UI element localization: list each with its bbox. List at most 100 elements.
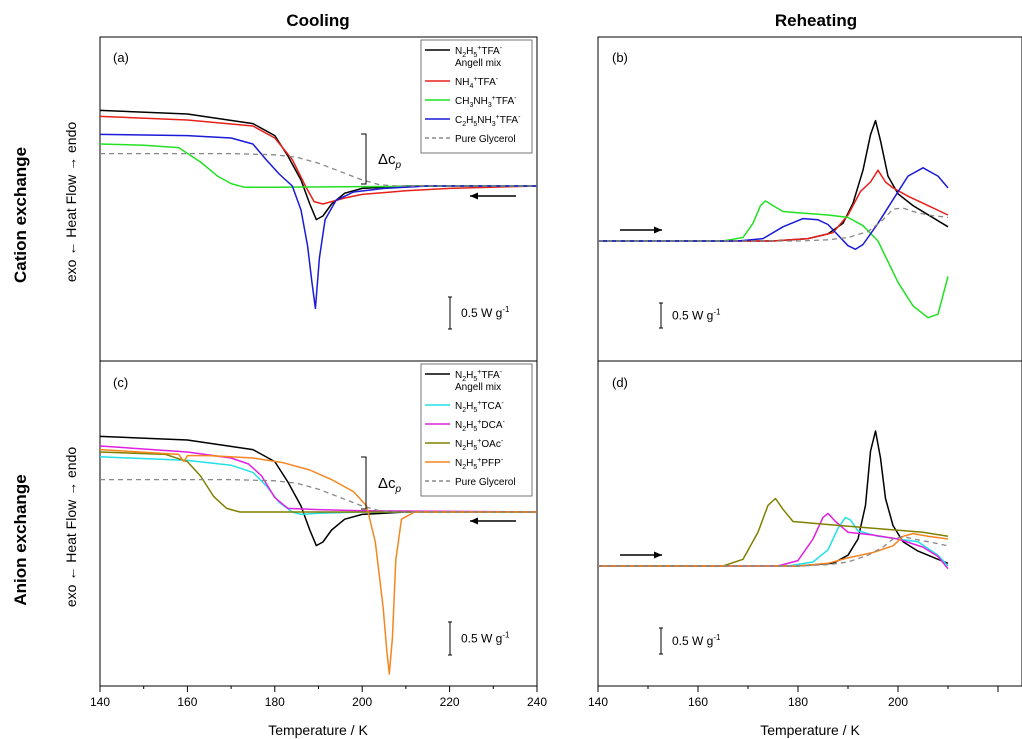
legend-label-part: TFA xyxy=(500,115,519,126)
legend-label-part: 3 xyxy=(469,102,473,109)
series-group xyxy=(598,119,949,319)
legend-label-part: NH xyxy=(477,115,491,126)
legend-label-part: TFA xyxy=(496,96,515,107)
series-line-n2h5-tfa-angell-mix xyxy=(598,430,949,567)
x-tick-label: 160 xyxy=(177,695,197,709)
series-group xyxy=(100,109,537,310)
legend-sublabel: Angell mix xyxy=(455,382,501,393)
legend-label-part: 2 xyxy=(462,407,466,414)
column-title-reheating: Reheating xyxy=(775,11,857,30)
legend-label-part: + xyxy=(492,95,496,102)
x-tick-label: 200 xyxy=(888,695,908,709)
legend-label: N2H5+TFA- xyxy=(455,45,503,59)
series-line-nh4-tfa- xyxy=(598,169,949,242)
legend-label: N2H5+OAc- xyxy=(455,438,504,452)
legend-sublabel: Angell mix xyxy=(455,58,501,69)
legend-label-part: 4 xyxy=(469,83,473,90)
scale-bar-unit-exponent: -1 xyxy=(713,308,721,317)
panel-c: 140 160 180 200 220 240(c)0.5 W g-1ΔcpN2H5+TF… xyxy=(90,360,547,709)
direction-arrow-head xyxy=(654,226,662,234)
x-tick-label: 180 xyxy=(788,695,808,709)
legend-label-part: + xyxy=(477,45,481,52)
panel-label: (d) xyxy=(612,375,628,390)
panel-label: (c) xyxy=(113,375,128,390)
legend-label: Pure Glycerol xyxy=(455,134,516,145)
series-line-c2h5nh3-tfa- xyxy=(598,167,949,251)
delta-cp-label: Δcp xyxy=(378,151,402,171)
legend-label-part: TFA xyxy=(481,46,500,57)
legend-label-part: - xyxy=(514,95,517,102)
legend-label-part: N xyxy=(455,420,462,431)
delta-cp-bracket xyxy=(361,133,367,185)
legend-label-part: 5 xyxy=(473,445,477,452)
scale-bar-label: 0.5 W g-1 xyxy=(461,631,510,646)
panel-d: 140 160 180 200 (d) 0.5 W g-1 xyxy=(588,360,1022,709)
legend-label-part: OAc xyxy=(481,439,500,450)
legend-label-part: 2 xyxy=(462,121,466,128)
delta-cp-subscript: p xyxy=(395,484,402,495)
row-title-cation: Cation exchange xyxy=(11,147,30,283)
x-axis-label-right: Temperature / K xyxy=(760,722,860,738)
legend-label: N2H5+TCA- xyxy=(455,400,504,414)
legend-label-part: + xyxy=(477,419,481,426)
row-title-anion: Anion exchange xyxy=(11,474,30,605)
series-line-n2h5-dca- xyxy=(598,512,949,570)
scale-bar-label: 0.5 W g-1 xyxy=(672,633,721,648)
legend-label-part: H xyxy=(466,115,473,126)
legend-label: N2H5+TFA- xyxy=(455,369,503,383)
x-axis-label-left: Temperature / K xyxy=(268,722,368,738)
series-line-n2h5-tca- xyxy=(100,456,537,516)
legend-label-part: 2 xyxy=(462,464,466,471)
legend-label-part: + xyxy=(477,438,481,445)
scale-bar-unit-exponent: -1 xyxy=(713,633,721,642)
series-line-c2h5nh3-tfa- xyxy=(100,133,537,310)
x-tick-label: 220 xyxy=(440,695,460,709)
series-line-n2h5-tca- xyxy=(598,516,949,567)
legend-label-part: 5 xyxy=(473,426,477,433)
legend-label-part: N xyxy=(455,458,462,469)
legend-label-part: H xyxy=(466,401,473,412)
legend-label-part: 5 xyxy=(473,52,477,59)
series-line-pure-glycerol xyxy=(598,535,949,567)
series-line-n2h5-oac- xyxy=(100,451,537,513)
legend-label: C2H5NH3+TFA- xyxy=(455,114,521,128)
scale-bar-label: 0.5 W g-1 xyxy=(461,305,510,320)
legend-label-part: 2 xyxy=(462,376,466,383)
series-line-n2h5-oac- xyxy=(598,497,949,567)
delta-cp-bracket xyxy=(361,456,367,510)
legend-label-part: PFP xyxy=(481,458,501,469)
legend-label-part: 2 xyxy=(462,426,466,433)
legend-label-part: + xyxy=(477,457,481,464)
series-line-ch3nh3-tfa- xyxy=(100,143,537,188)
legend-label-part: N xyxy=(455,46,462,57)
legend-label-part: Pure Glycerol xyxy=(455,477,516,488)
legend-label-part: + xyxy=(496,114,500,121)
series-group xyxy=(598,430,949,570)
legend-label-part: TFA xyxy=(477,77,496,88)
legend-label-part: 5 xyxy=(473,376,477,383)
legend-label-part: H xyxy=(466,439,473,450)
legend-label-part: - xyxy=(500,369,503,376)
column-title-cooling: Cooling xyxy=(286,11,349,30)
legend-label-part: - xyxy=(503,419,506,426)
legend-label-part: 2 xyxy=(462,52,466,59)
plot-frame xyxy=(597,360,1022,687)
legend-label-part: N xyxy=(455,401,462,412)
legend-label-part: N xyxy=(455,439,462,450)
x-tick-label: 180 xyxy=(265,695,285,709)
legend-label: NH4+TFA- xyxy=(455,76,499,90)
legend-label-part: H xyxy=(466,46,473,57)
series-line-pure-glycerol xyxy=(598,207,949,242)
legend-label-part: H xyxy=(466,420,473,431)
delta-cp-subscript: p xyxy=(395,160,402,171)
legend-label-part: - xyxy=(501,457,504,464)
legend-label-part: 3 xyxy=(488,102,492,109)
legend-box xyxy=(420,39,533,154)
series-group xyxy=(100,435,537,675)
panel-label: (a) xyxy=(113,50,129,65)
direction-arrow-head xyxy=(470,192,478,200)
legend-label-part: + xyxy=(477,369,481,376)
y-axis-label-top: exo ← Heat Flow → endo xyxy=(63,122,79,283)
scale-bar-label: 0.5 W g-1 xyxy=(672,308,721,323)
